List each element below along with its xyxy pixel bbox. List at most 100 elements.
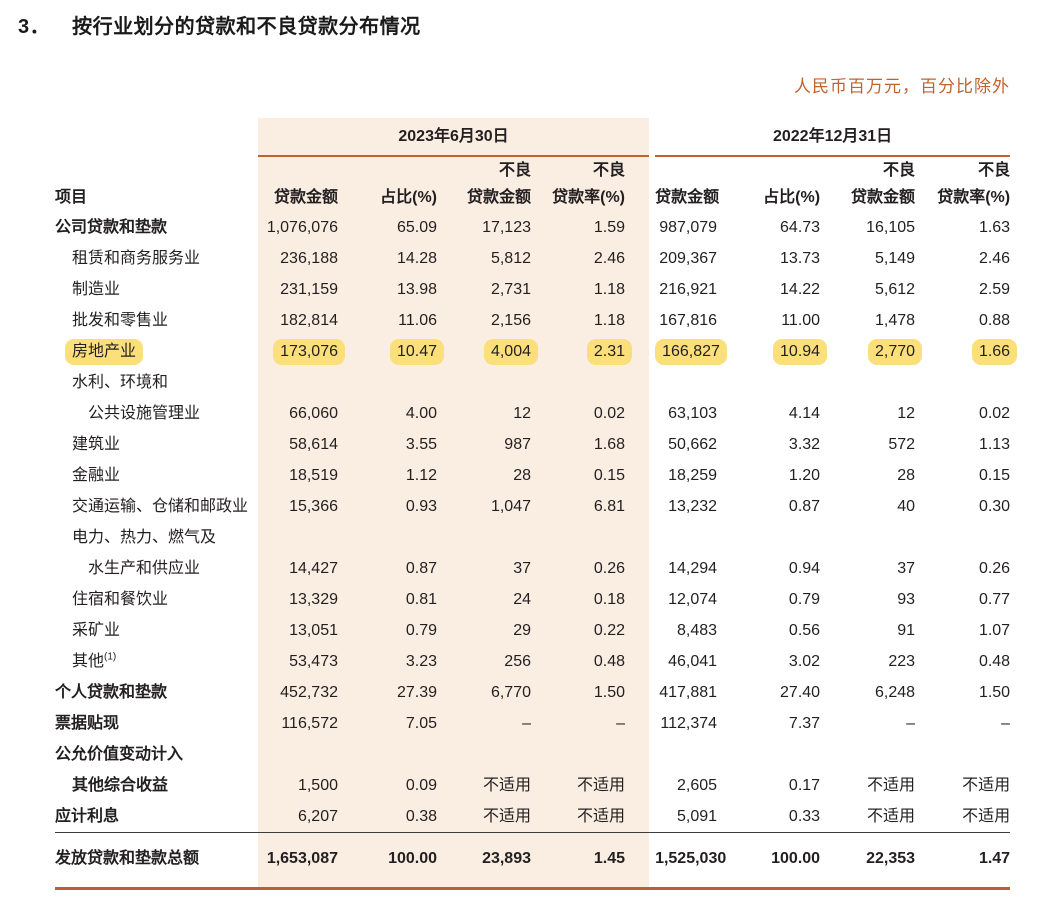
group-padding <box>625 243 649 274</box>
value-cell: 29 <box>513 622 531 639</box>
value-cell: 216,921 <box>659 281 718 298</box>
data-table: 2023年6月30日 2022年12月31日 不良 不良 不良 不良 项目 贷款… <box>55 118 1018 890</box>
value-cell: 2,770 <box>820 336 923 367</box>
value-cell: 0.30 <box>978 498 1011 515</box>
value-cell: 8,483 <box>677 622 718 639</box>
value-cell: 1.13 <box>978 436 1011 453</box>
value-cell: 3.32 <box>788 436 821 453</box>
value-cell: 1.20 <box>788 467 821 484</box>
value-cell: 3.23 <box>405 653 437 670</box>
period-2022: 2022年12月31日 <box>655 118 1011 157</box>
npl-prefix: 不良 <box>498 162 531 179</box>
section-title: 3． 按行业划分的贷款和不良贷款分布情况 <box>18 10 421 39</box>
value-cell: 66,060 <box>289 405 338 422</box>
highlight-mark: 166,827 <box>655 339 727 365</box>
col-header-loan-amount: 贷款金额 <box>273 189 338 206</box>
value-cell: 1.18 <box>593 312 625 329</box>
value-cell: 0.02 <box>593 405 625 422</box>
value-cell: 1.12 <box>405 467 437 484</box>
value-cell: 18,259 <box>668 467 718 484</box>
value-cell: 256 <box>504 653 531 670</box>
group-padding <box>625 708 649 739</box>
group-padding <box>625 460 649 491</box>
value-cell: 13,051 <box>289 622 338 639</box>
value-cell: 14.28 <box>396 250 437 267</box>
highlight-mark: 10.47 <box>389 339 444 365</box>
value-cell: – <box>616 715 625 732</box>
industry-row: 其他(1) 53,473 3.23 256 0.48 46,041 3.02 223 0.48 <box>55 646 1010 677</box>
industry-row: 个人贷款和垫款 452,732 27.39 6,770 1.50 417,881 27.40… <box>55 677 1010 708</box>
value-cell: 1,525,030 <box>655 832 726 890</box>
industry-row: 票据贴现 116,572 7.05 – – 112,374 7.37 – – <box>55 708 1010 739</box>
value-cell: 987 <box>504 436 531 453</box>
value-cell: 5,812 <box>490 250 531 267</box>
value-cell: 1,653,087 <box>258 832 338 890</box>
value-cell: 0.17 <box>788 777 821 794</box>
value-cell: 93 <box>897 591 916 608</box>
value-cell: 53,473 <box>289 653 338 670</box>
value-cell: 231,159 <box>280 281 338 298</box>
value-cell: 13.73 <box>780 250 821 267</box>
value-cell: 1.45 <box>531 832 625 890</box>
value-cell: 1.63 <box>978 219 1011 236</box>
value-cell: 173,076 <box>258 336 345 367</box>
value-cell: 0.26 <box>978 560 1011 577</box>
col-header-npl-amount: 贷款金额 <box>466 189 531 206</box>
value-cell: 116,572 <box>281 715 338 732</box>
col-header-npl-ratio: 贷款率(%) <box>937 189 1011 206</box>
period-2023: 2023年6月30日 <box>258 118 650 157</box>
section-title-text: 按行业划分的贷款和不良贷款分布情况 <box>72 16 421 38</box>
value-cell: 2,156 <box>490 312 531 329</box>
group-padding <box>625 615 649 646</box>
value-cell: 13,329 <box>289 591 338 608</box>
value-cell: 46,041 <box>668 653 718 670</box>
row-label: 交通运输、仓储和邮政业 <box>72 498 249 515</box>
value-cell: 7.05 <box>405 715 437 732</box>
value-cell: 13.98 <box>396 281 437 298</box>
value-cell: 0.77 <box>978 591 1011 608</box>
value-cell: 1.68 <box>593 436 625 453</box>
value-cell: 3.55 <box>405 436 437 453</box>
value-cell: 7.37 <box>788 715 821 732</box>
value-cell: 10.94 <box>717 336 828 367</box>
value-cell: 37 <box>897 560 916 577</box>
corner-cell <box>55 118 258 156</box>
row-label: 制造业 <box>72 281 121 298</box>
value-cell: 452,732 <box>280 684 338 701</box>
value-cell: 14,427 <box>289 560 338 577</box>
value-cell: 2.59 <box>978 281 1011 298</box>
group-padding <box>625 212 649 243</box>
value-cell: 1.18 <box>593 281 625 298</box>
value-cell: 3.02 <box>788 653 821 670</box>
value-cell: 100.00 <box>717 832 821 890</box>
empty-cell <box>625 184 649 212</box>
value-cell: 1.47 <box>915 832 1011 890</box>
value-cell: 0.87 <box>788 498 821 515</box>
highlight-mark: 房地产业 <box>65 339 144 365</box>
row-label: 租赁和商务服务业 <box>72 250 201 267</box>
empty-cell <box>717 156 820 184</box>
npl-prefix: 不良 <box>592 162 625 179</box>
value-cell: 63,103 <box>668 405 718 422</box>
table-body: 公司贷款和垫款 1,076,076 65.09 17,123 1.59 987,079 64… <box>55 212 1018 890</box>
col-header-npl-ratio: 贷款率(%) <box>552 189 625 206</box>
value-cell: 不适用 <box>867 808 916 825</box>
value-cell: 1.50 <box>978 684 1011 701</box>
value-cell: 6.81 <box>593 498 625 515</box>
value-cell: 13,232 <box>668 498 718 515</box>
value-cell: 40 <box>897 498 916 515</box>
group-padding <box>625 832 650 890</box>
row-label: 票据贴现 <box>55 715 120 732</box>
value-cell: 0.48 <box>593 653 625 670</box>
value-cell: – <box>906 715 916 732</box>
row-label: 水利、环境和 公共设施管理业 <box>72 374 201 422</box>
value-cell: 6,770 <box>490 684 531 701</box>
value-cell: 0.81 <box>405 591 437 608</box>
value-cell: 27.40 <box>780 684 821 701</box>
value-cell: 28 <box>897 467 916 484</box>
value-cell: 0.18 <box>593 591 625 608</box>
value-cell: 223 <box>888 653 916 670</box>
value-cell: 572 <box>888 436 916 453</box>
npl-prefix: 不良 <box>978 162 1011 179</box>
value-cell: 27.39 <box>396 684 437 701</box>
